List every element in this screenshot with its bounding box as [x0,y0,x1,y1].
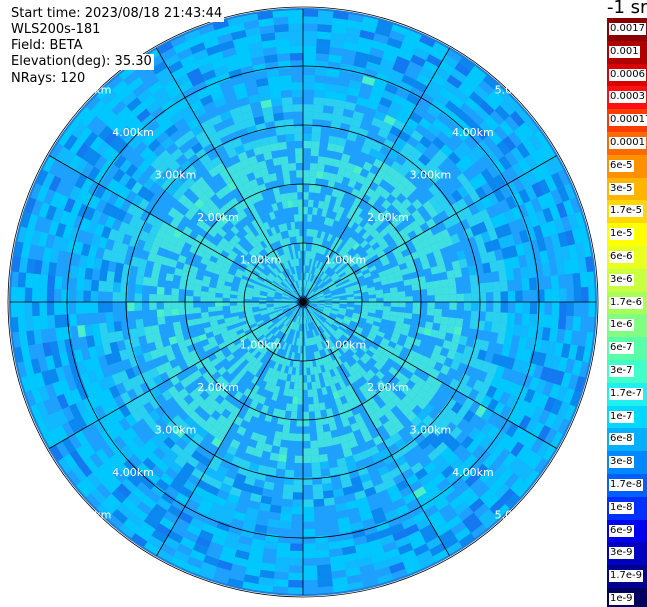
colorbar-tick-label: 1e-8 [609,501,634,514]
colorbar-tick-label: 1e-5 [609,228,634,241]
range-ring-label: 5.00km [495,84,537,97]
azimuth-spoke [156,301,304,556]
colorbar-tick-label: 3e-7 [609,365,634,377]
colorbar-swatch: 6e-8 [607,428,647,452]
colorbar-swatch: 1.7e-6 [607,291,647,315]
colorbar-swatch: 1.7e-9 [607,565,647,589]
range-ring-label: 5.00km [70,508,112,521]
colorbar-swatch: 1.7e-8 [607,474,647,497]
range-ring-label: 1.00km [240,254,282,267]
colorbar-tick-label: 1.7e-7 [609,387,644,400]
range-ring-label: 4.00km [112,126,154,139]
azimuth-spoke [302,48,450,303]
range-ring-label: 2.00km [367,211,409,224]
colorbar-swatch: 1.7e-5 [607,200,647,224]
colorbar-tick-label: 0.0003 [609,91,646,104]
colorbar-tick-label: 3e-5 [609,182,634,195]
colorbar-swatch: 1e-7 [607,405,647,429]
colorbar-tick-label: 1e-7 [609,410,634,423]
backscatter-field [10,9,596,595]
range-ring-label: 3.00km [410,169,452,182]
colorbar-tick-label: 1.7e-8 [609,479,644,491]
colorbar-swatch: 3e-5 [607,177,647,201]
azimuth-spoke [49,155,304,303]
colorbar-tick-label: 0.0001 [609,137,646,149]
colorbar-tick-label: 1e-9 [609,593,634,605]
colorbar-tick-label: 6e-6 [609,251,634,263]
instrument-label: WLS200s-181 [11,22,103,38]
range-ring-label: 2.00km [367,381,409,394]
nrays-label: NRays: 120 [11,71,88,87]
colorbar-swatch: 0.0001 [607,132,647,155]
colorbar-swatch: 0.0003 [607,86,647,110]
colorbar-swatch: 6e-7 [607,337,647,361]
colorbar-tick-label: 0.00017 [609,114,647,127]
colorbar-tick-label: 1.7e-6 [609,296,644,309]
colorbar-tick-label: 6e-7 [609,342,634,355]
colorbar-swatch: 1.7e-7 [607,382,647,406]
colorbar-tick-label: 0.001 [609,45,640,58]
range-ring [7,6,599,598]
colorbar-tick-label: 0.0017 [609,23,646,35]
colorbar-tick-label: 1e-6 [609,319,634,332]
range-ring-label: 2.00km [197,211,239,224]
azimuth-spoke [49,301,304,449]
field-label: Field: BETA [11,38,85,54]
azimuth-spoke [302,301,557,449]
elevation-label: Elevation(deg): 35.30 [11,54,154,70]
azimuth-spoke [302,155,557,303]
range-ring-label: 1.00km [325,338,367,351]
colorbar-swatch: 0.001 [607,40,647,64]
range-ring-label: 1.00km [240,338,282,351]
range-ring-label: 4.00km [452,126,494,139]
colorbar-swatch: 3e-7 [607,360,647,383]
range-ring-label: 3.00km [410,423,452,436]
range-ring-label: 4.00km [452,466,494,479]
colorbar-swatch: 3e-6 [607,268,647,292]
range-ring-label: 4.00km [112,466,154,479]
colorbar-tick-label: 6e-5 [609,159,634,172]
colorbar-swatch: 3e-8 [607,451,647,475]
colorbar-swatch: 0.0006 [607,63,647,87]
colorbar-swatch: 0.0017 [607,18,647,41]
colorbar-swatch: 1e-5 [607,223,647,247]
colorbar-tick-label: 3e-8 [609,456,634,469]
colorbar-tick-label: 3e-9 [609,547,634,560]
colorbar-tick-label: 6e-8 [609,433,634,446]
colorbar-tick-label: 0.0006 [609,68,646,81]
colorbar-swatch: 1e-9 [607,588,647,607]
origin-marker [301,296,305,308]
range-ring-label: 1.00km [325,254,367,267]
colorbar-swatch: 3e-9 [607,542,647,566]
colorbar-swatch: 1e-8 [607,496,647,520]
range-ring-label: 3.00km [155,423,197,436]
colorbar-tick-label: 3e-6 [609,273,634,286]
range-ring-label: 2.00km [197,381,239,394]
colorbar-swatch: 1e-6 [607,314,647,338]
azimuth-spoke [156,48,304,303]
colorbar-swatch: 0.00017 [607,109,647,133]
colorbar-swatch: 6e-9 [607,519,647,543]
colorbar-tick-label: 6e-9 [609,524,634,537]
colorbar-swatch: 6e-5 [607,154,647,178]
colorbar-unit: -1 sr [607,0,647,18]
colorbar-tick-label: 1.7e-9 [609,570,644,583]
colorbar-swatch: 6e-6 [607,246,647,269]
range-ring-label: 5.00km [495,508,537,521]
colorbar-tick-label: 1.7e-5 [609,205,644,218]
start-time-label: Start time: 2023/08/18 21:43:44 [11,6,225,22]
azimuth-spoke [302,301,450,556]
range-ring-label: 3.00km [155,169,197,182]
